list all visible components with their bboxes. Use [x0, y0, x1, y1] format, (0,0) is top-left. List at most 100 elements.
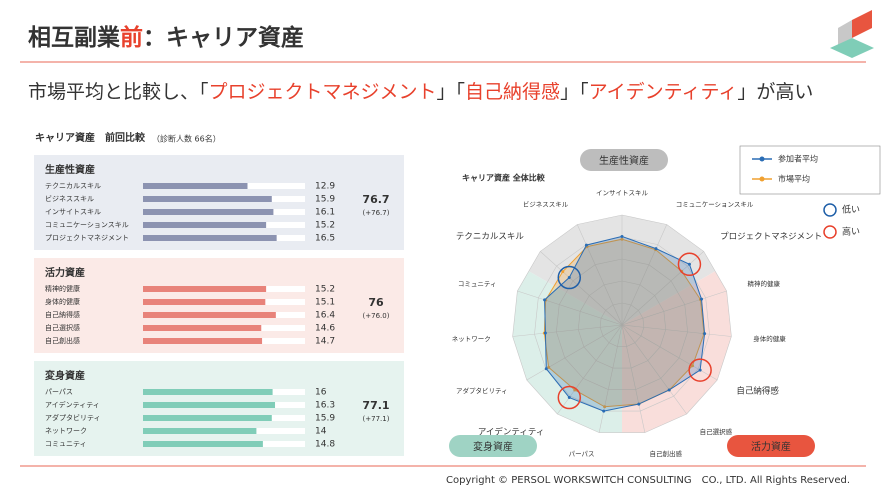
radar-point	[698, 368, 702, 372]
item-label: 自己選択感	[45, 323, 80, 332]
subtitle-part: 」が高い	[737, 81, 813, 103]
radar-area	[544, 235, 706, 412]
bar	[143, 402, 276, 408]
radar-ring	[534, 236, 710, 412]
legend-label: 市場平均	[778, 174, 810, 184]
bar	[143, 196, 272, 202]
radar-point	[584, 243, 588, 247]
radar-spoke	[621, 324, 646, 433]
bar	[143, 299, 266, 305]
bar	[143, 286, 267, 292]
radar-point	[687, 262, 691, 266]
item-value: 15.2	[315, 221, 335, 231]
highlight-ring	[557, 385, 582, 410]
item-label: ネットワーク	[45, 427, 87, 435]
item-label: 自己創出感	[45, 336, 80, 345]
radar-point	[603, 405, 607, 409]
bar	[143, 312, 276, 318]
bar	[143, 209, 274, 215]
axis-label: 身体的健康	[753, 334, 786, 343]
item-label: パーパス	[45, 388, 73, 396]
bar	[143, 325, 262, 331]
item-label: 身体的健康	[45, 297, 80, 306]
item-value: 14.6	[315, 324, 335, 334]
radar-title: キャリア資産 全体比較	[462, 173, 546, 183]
group-sector	[622, 271, 732, 433]
axis-label: インサイトスキル	[596, 189, 649, 197]
axis-label: コミュニティ	[458, 280, 497, 288]
marker-legend-ring	[823, 225, 837, 239]
item-label: 精神的健康	[45, 284, 80, 293]
axis-label: アイデンティティ	[478, 426, 545, 437]
bar	[143, 428, 257, 434]
item-value: 16.3	[315, 401, 335, 411]
bar	[143, 441, 263, 447]
radar-spoke	[557, 324, 623, 415]
radar-spoke	[621, 324, 687, 415]
item-value: 12.9	[315, 182, 335, 192]
radar-chart: インサイトスキルコミュニケーションスキルプロジェクトマネジメント精神的健康身体的…	[449, 145, 881, 458]
radar-ring	[556, 258, 688, 390]
highlight-ring	[688, 358, 712, 382]
group-change: (+76.0)	[363, 312, 390, 320]
subtitle-part: 市場平均と比較し、「	[28, 81, 209, 103]
axis-label: アダプタビリティ	[456, 386, 508, 395]
subtitle-part: プロジェクトマネジメント	[209, 81, 437, 103]
marker-legend-ring	[823, 203, 837, 217]
radar-spoke	[621, 224, 668, 326]
subtitle-part: 」「	[437, 81, 466, 103]
axis-label: コミュニケーションスキル	[676, 200, 754, 208]
legend-label: 参加者平均	[778, 154, 818, 164]
marker-legend-label: 高い	[842, 226, 860, 238]
radar-spoke	[598, 324, 623, 433]
subtitle: 市場平均と比較し、「プロジェクトマネジメント」「自己納得感」「アイデンティティ」…	[28, 81, 813, 103]
item-value: 15.9	[315, 414, 335, 424]
radar-ring	[599, 302, 645, 347]
group-pill	[449, 435, 537, 457]
radar-ring	[512, 214, 732, 433]
axis-label: テクニカルスキル	[456, 232, 525, 242]
group-pill-label: 変身資産	[473, 440, 513, 453]
axis-label: ビジネススキル	[523, 199, 569, 208]
radar-point	[637, 402, 641, 406]
item-label: コミュニティ	[45, 440, 87, 448]
panel-note: （診断人数 66名）	[152, 134, 221, 144]
group-change: (+76.7)	[363, 209, 390, 217]
item-value: 15.1	[315, 298, 335, 308]
legend-dot	[759, 176, 765, 182]
radar-point	[547, 365, 551, 369]
radar-point	[567, 396, 571, 400]
bar	[143, 338, 263, 344]
group-pill	[727, 435, 815, 457]
group-box	[34, 155, 404, 250]
radar-point	[667, 388, 671, 392]
subtitle-part: アイデンティティ	[589, 81, 738, 103]
radar-point	[561, 270, 565, 274]
item-value: 15.9	[315, 195, 335, 205]
axis-label: 自己納得感	[736, 386, 779, 397]
radar-spoke	[517, 290, 623, 326]
group-pill-label: 生産性資産	[599, 154, 649, 167]
radar-ring	[577, 280, 667, 369]
item-value: 14.8	[315, 440, 335, 450]
item-label: アイデンティティ	[45, 400, 100, 409]
marker-legend-label: 低い	[842, 204, 860, 216]
bar	[143, 415, 272, 421]
group-name: 活力資産	[45, 266, 85, 279]
radar-point	[567, 276, 571, 280]
logo	[830, 10, 874, 58]
radar-spoke	[576, 224, 623, 326]
radar-point	[544, 367, 548, 371]
axis-label: 自己選択感	[700, 427, 733, 436]
group-box	[34, 258, 404, 353]
item-label: プロジェクトマネジメント	[45, 234, 129, 242]
group-pill	[580, 149, 668, 171]
bar	[143, 235, 277, 241]
item-value: 16.5	[315, 234, 335, 244]
axis-label: 自己創出感	[649, 449, 682, 458]
radar-point	[620, 234, 624, 238]
item-label: インサイトスキル	[45, 208, 101, 216]
item-value: 14	[315, 427, 327, 437]
group-total: 76	[368, 296, 384, 309]
